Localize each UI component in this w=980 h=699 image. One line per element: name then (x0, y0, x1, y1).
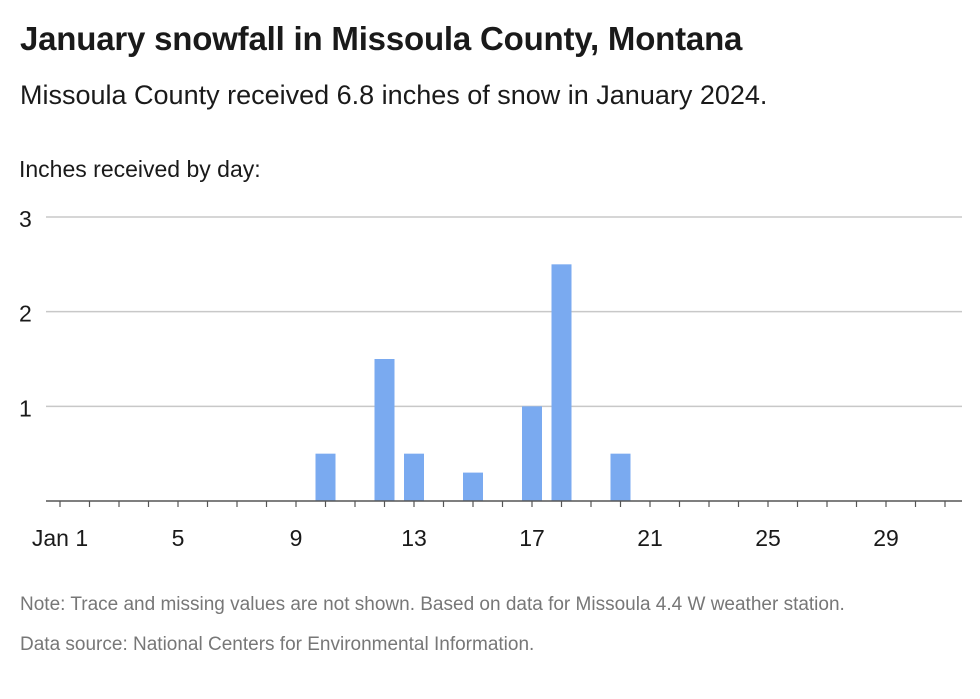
bar-day-18 (551, 264, 572, 501)
x-tick-label: 17 (519, 525, 545, 551)
x-tick-label: 13 (401, 525, 427, 551)
bar-day-13 (404, 453, 424, 501)
bar-day-17 (522, 406, 542, 501)
y-tick-label: 1 (19, 395, 32, 421)
x-tick-label: 21 (637, 525, 663, 551)
chart-subtitle: Missoula County received 6.8 inches of s… (20, 80, 768, 110)
x-tick-label: 29 (873, 525, 899, 551)
x-axis: Jan 1 5 9 13 17 21 25 29 (32, 500, 962, 551)
note-text: Note: Trace and missing values are not s… (20, 594, 845, 615)
x-tick-label: Jan 1 (32, 525, 88, 551)
chart-notes: Note: Trace and missing values are not s… (20, 592, 965, 658)
y-axis-label: Inches received by day: (19, 156, 261, 182)
source-text: Data source: National Centers for Enviro… (20, 634, 535, 655)
x-tick-label: 25 (755, 525, 781, 551)
chart-title: January snowfall in Missoula County, Mon… (20, 20, 743, 57)
bar-day-10 (315, 453, 336, 501)
y-tick-label: 2 (19, 301, 32, 327)
gridlines: 1 2 3 (19, 206, 962, 421)
bar-day-12 (374, 359, 395, 501)
x-tick-label: 9 (290, 525, 303, 551)
bar-day-20 (610, 453, 631, 501)
x-tick-label: 5 (172, 525, 185, 551)
y-tick-label: 3 (19, 206, 32, 232)
bar-day-15 (463, 472, 483, 501)
bars (315, 264, 631, 501)
